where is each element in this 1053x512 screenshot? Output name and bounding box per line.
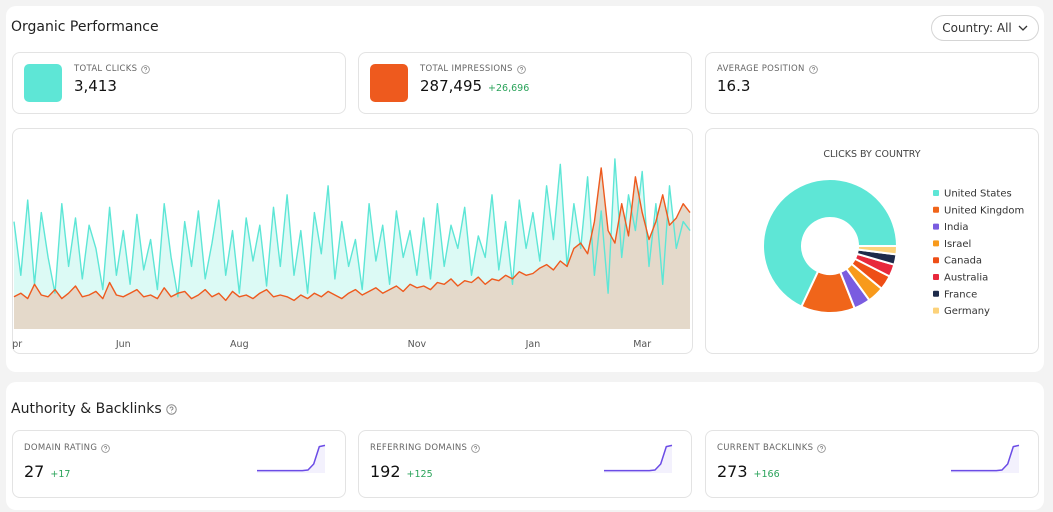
help-icon[interactable] [471,443,481,453]
legend-label: Australia [944,273,988,284]
area-chart-group: Apr Jun Aug Nov Jan Mar [6,158,691,350]
kpi-label-row: TOTAL IMPRESSIONS [420,64,526,74]
metric-card: DOMAIN RATING 27 +17 [12,430,346,498]
metric-value-row: 273 +166 [717,462,780,481]
x-tick-label: Nov [408,339,427,350]
legend-swatch [933,290,939,297]
legend-swatch [933,223,939,230]
metric-change: +125 [406,469,433,480]
metric-change: +166 [753,469,780,480]
legend-label: France [944,289,977,300]
metric-value: 192 [370,462,401,481]
country-filter[interactable]: Country: All [931,15,1039,41]
metric-value-row: 192 +125 [370,462,433,481]
color-swatch [24,64,62,102]
kpi-value: 3,413 [74,77,117,95]
kpi-label: TOTAL IMPRESSIONS [420,64,513,74]
x-tick-label: Jun [115,339,131,350]
sparkline-fill [604,445,672,473]
sparkline [604,444,673,472]
metric-label: DOMAIN RATING [24,443,98,453]
section-title: Authority & Backlinks [11,401,162,417]
help-icon[interactable] [516,64,526,74]
x-tick-label: Jan [525,339,541,350]
kpi-value-row: 287,495 +26,696 [420,77,529,95]
metric-value-row: 27 +17 [24,462,70,481]
legend-swatch [933,307,939,314]
legend-label: United Kingdom [944,205,1024,216]
legend-swatch [933,240,939,247]
pie-slice [856,245,899,256]
kpi-label: AVERAGE POSITION [717,64,805,74]
kpi-card: TOTAL IMPRESSIONS 287,495 +26,696 [358,52,692,114]
kpi-value-row: 3,413 [74,77,117,95]
metric-label-row: CURRENT BACKLINKS [717,443,827,453]
legend-swatch [933,274,939,280]
metric-label-row: REFERRING DOMAINS [370,443,481,453]
metric-label: REFERRING DOMAINS [370,443,468,453]
x-tick-label: Apr [6,339,23,350]
help-icon[interactable] [101,443,110,453]
metric-value: 27 [24,462,45,481]
legend-label: India [944,222,969,233]
kpi-label-row: TOTAL CLICKS [74,64,151,74]
legend-swatch [933,257,939,264]
sparkline-fill [257,445,325,473]
help-icon[interactable] [817,443,827,453]
kpi-card: AVERAGE POSITION 16.3 [705,52,1039,114]
sparkline-fill [951,445,1019,473]
help-icon[interactable] [165,403,177,415]
sparkline [951,444,1020,472]
legend-label: Canada [944,256,982,267]
area-fill [14,167,690,329]
legend-label: United States [944,189,1012,200]
legend-swatch [933,206,939,213]
chevron-icon [1018,25,1028,31]
color-swatch [370,64,408,102]
kpi-change: +26,696 [488,83,530,94]
section-title-row: Authority & Backlinks [11,401,177,417]
kpi-card: TOTAL CLICKS 3,413 [12,52,346,114]
x-tick-label: Mar [633,339,651,350]
kpi-label-row: AVERAGE POSITION [717,64,818,74]
metric-value: 273 [717,462,748,481]
series-line [13,167,691,302]
kpi-label: TOTAL CLICKS [74,64,138,74]
help-icon[interactable] [808,64,818,74]
chart-title: CLICKS BY COUNTRY [823,149,920,160]
legend-label: Israel [944,239,971,250]
kpi-value: 287,495 [420,77,483,95]
kpi-value: 16.3 [717,77,751,95]
x-tick-label: Aug [230,339,249,350]
filter-label: Country: All [942,21,1012,35]
kpi-value-row: 16.3 [717,77,750,95]
series-line [13,158,691,298]
metric-label-row: DOMAIN RATING [24,443,110,453]
metric-change: +17 [50,469,71,480]
metric-label: CURRENT BACKLINKS [717,443,814,453]
pie-slice [762,178,899,308]
help-icon[interactable] [141,64,151,74]
sparkline [257,444,326,472]
metric-card: CURRENT BACKLINKS 273 +166 [705,430,1039,498]
section-title: Organic Performance [11,19,159,35]
legend-swatch [933,190,939,196]
metric-card: REFERRING DOMAINS 192 +125 [358,430,692,498]
legend-label: Germany [944,306,990,317]
